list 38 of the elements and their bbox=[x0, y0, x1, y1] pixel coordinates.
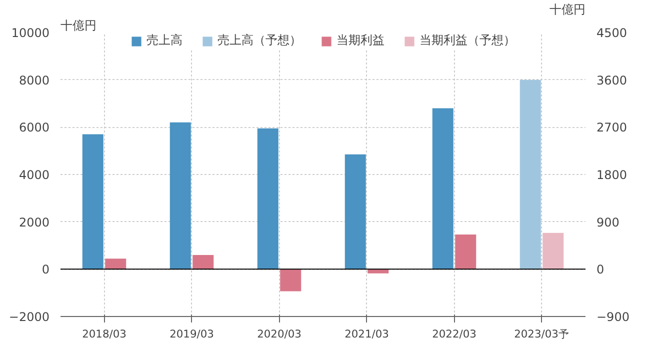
bar bbox=[368, 269, 389, 274]
y2-tick-label: 2700 bbox=[596, 120, 628, 135]
y2-tick-label: 0 bbox=[596, 262, 604, 277]
y2-tick-label: 3600 bbox=[596, 73, 628, 88]
y-tick-label: 2000 bbox=[18, 215, 50, 230]
y-tick-label: −2000 bbox=[8, 310, 50, 324]
bar bbox=[192, 254, 214, 270]
legend-label: 売上高（予想） bbox=[218, 32, 302, 49]
y-tick-label: 6000 bbox=[18, 120, 50, 135]
x-tick-label: 2021/03 bbox=[344, 328, 389, 340]
bar bbox=[105, 258, 126, 270]
x-tick-label: 2018/03 bbox=[82, 328, 126, 340]
legend-label: 当期利益 bbox=[336, 32, 384, 49]
bar bbox=[520, 80, 541, 270]
x-tick-label: 2019/03 bbox=[170, 328, 214, 340]
x-tick-label: 2023/03予 bbox=[514, 328, 570, 340]
y-tick-label: 0 bbox=[42, 262, 50, 277]
bar bbox=[257, 128, 278, 270]
legend-label: 売上高 bbox=[146, 32, 182, 49]
y-axis-title: 十億円 bbox=[60, 18, 96, 32]
y2-tick-label: 1800 bbox=[596, 168, 628, 182]
bar bbox=[170, 122, 191, 270]
y2-tick-label: 900 bbox=[596, 215, 620, 230]
y2-tick-label: 4500 bbox=[596, 26, 628, 40]
y-tick-label: 8000 bbox=[18, 73, 50, 88]
legend-label: 当期利益（予想） bbox=[420, 32, 516, 49]
bar bbox=[432, 108, 454, 270]
bar bbox=[455, 234, 476, 270]
y2-tick-label: −900 bbox=[596, 310, 630, 324]
bar bbox=[82, 134, 104, 270]
y-tick-label: 4000 bbox=[18, 168, 50, 182]
bar bbox=[280, 269, 302, 292]
y-tick-label: 10000 bbox=[11, 26, 50, 40]
bar bbox=[344, 154, 366, 270]
x-tick-label: 2020/03 bbox=[257, 328, 302, 340]
y2-axis-title: 十億円 bbox=[550, 2, 586, 16]
x-tick-label: 2022/03 bbox=[432, 328, 476, 340]
bar bbox=[542, 232, 564, 270]
